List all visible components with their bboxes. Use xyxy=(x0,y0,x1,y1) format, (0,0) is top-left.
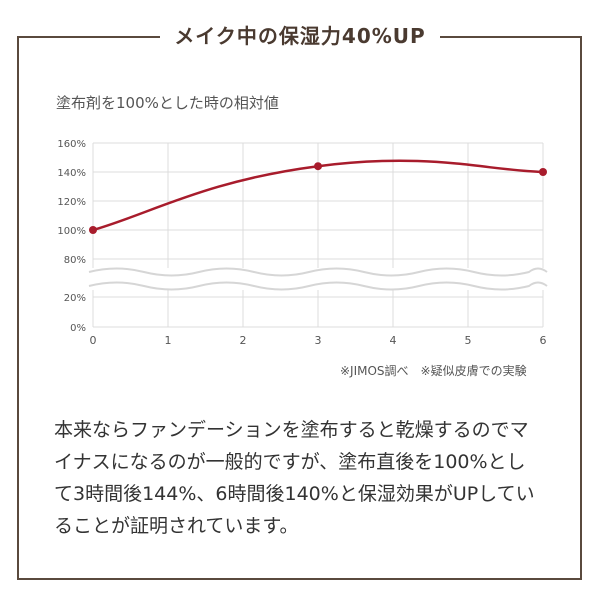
title-bar: メイク中の保湿力40%UP xyxy=(0,22,600,52)
y-tick-label: 140% xyxy=(57,168,86,179)
y-axis-ticks: 160% 140% 120% 100% 80% 20% 0% xyxy=(57,139,86,334)
page-title: メイク中の保湿力40%UP xyxy=(160,22,440,50)
description-line: 本来ならファンデーションを塗布すると乾燥するのでマ xyxy=(54,419,529,441)
x-tick-label: 6 xyxy=(540,334,547,347)
data-point xyxy=(314,162,322,171)
source-note: ※JIMOS調べ ※疑似皮膚での実験 xyxy=(340,364,527,378)
description-line: て3時間後144%、6時間後140%と保湿効果がUPしてい xyxy=(54,483,535,505)
data-point xyxy=(89,226,97,234)
x-tick-label: 1 xyxy=(165,334,172,347)
x-tick-label: 0 xyxy=(90,334,97,347)
axis-break xyxy=(87,267,549,291)
description-text: 本来ならファンデーションを塗布すると乾燥するのでマ イナスになるのが一般的ですが… xyxy=(54,414,554,542)
axis-break-wave xyxy=(88,267,548,277)
series-layer xyxy=(89,159,547,234)
x-tick-label: 3 xyxy=(315,334,322,347)
chart-grid xyxy=(92,142,544,328)
y-tick-label: 80% xyxy=(64,255,86,266)
x-tick-label: 5 xyxy=(465,334,472,347)
y-tick-label: 120% xyxy=(57,197,86,208)
chart-title: 塗布剤を100%とした時の相対値 xyxy=(56,94,279,112)
y-tick-label: 160% xyxy=(57,139,86,150)
axis-break-wave xyxy=(88,281,548,291)
description-line: イナスになるのが一般的ですが、塗布直後を100%とし xyxy=(54,451,526,473)
x-tick-label: 4 xyxy=(390,334,397,347)
x-axis-ticks: 0 1 2 3 4 5 6 xyxy=(90,334,547,347)
data-point xyxy=(539,168,547,176)
y-tick-label: 100% xyxy=(57,226,86,237)
y-tick-label: 0% xyxy=(70,323,86,334)
description-line: ることが証明されています。 xyxy=(54,515,299,537)
y-tick-label: 20% xyxy=(64,293,86,304)
x-tick-label: 2 xyxy=(240,334,247,347)
